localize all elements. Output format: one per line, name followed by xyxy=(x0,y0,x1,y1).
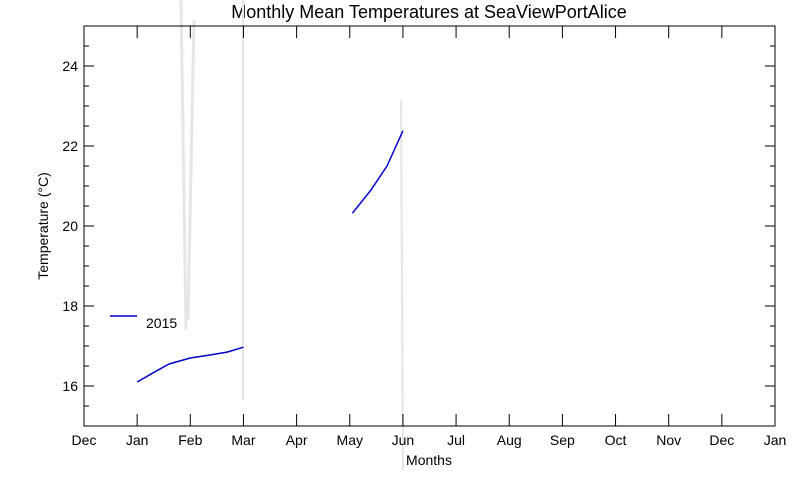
background-streaks xyxy=(179,0,404,471)
x-tick-label: Nov xyxy=(656,432,681,448)
series-line-segment xyxy=(351,130,404,214)
plot-frame xyxy=(83,25,776,427)
x-axis-ticks: Dec Jan Feb Mar Apr May Jun Jul Aug Sep Oct Nov Dec J… xyxy=(72,26,787,448)
x-tick-label: Mar xyxy=(231,432,255,448)
y-tick-label: 24 xyxy=(62,58,78,74)
x-tick-label: Dec xyxy=(72,432,97,448)
legend-label: 2015 xyxy=(146,315,177,331)
x-tick-label: May xyxy=(337,432,363,448)
series-line-segment xyxy=(136,346,244,383)
x-tick-label: Dec xyxy=(709,432,734,448)
x-axis-label: Months xyxy=(406,452,452,468)
y-tick-label: 22 xyxy=(62,138,78,154)
x-tick-label: Jun xyxy=(392,432,415,448)
y-tick-label: 20 xyxy=(62,218,78,234)
legend: 2015 xyxy=(110,315,177,331)
x-tick-label: Jan xyxy=(764,432,787,448)
y-axis-label: Temperature (°C) xyxy=(35,172,51,280)
x-tick-label: Oct xyxy=(605,432,627,448)
x-tick-label: Feb xyxy=(178,432,202,448)
x-tick-label: Aug xyxy=(497,432,522,448)
x-tick-label: Apr xyxy=(286,432,308,448)
series-layer xyxy=(136,130,404,383)
y-tick-label: 16 xyxy=(62,378,78,394)
chart-title: Monthly Mean Temperatures at SeaViewPort… xyxy=(231,2,627,22)
y-axis-ticks: 16 18 20 22 24 xyxy=(62,25,775,427)
x-tick-label: Sep xyxy=(550,432,575,448)
x-tick-label: Jul xyxy=(447,432,465,448)
y-tick-label: 18 xyxy=(62,298,78,314)
x-tick-label: Jan xyxy=(126,432,149,448)
